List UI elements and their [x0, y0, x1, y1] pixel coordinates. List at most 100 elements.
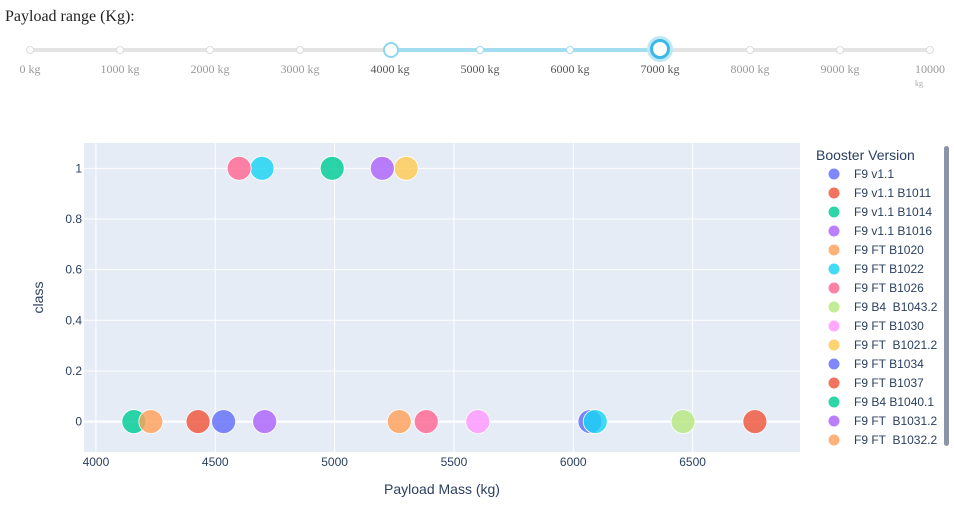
y-tick-label: 0.2 [65, 364, 82, 378]
slider-dot[interactable] [206, 46, 214, 54]
data-point[interactable] [249, 155, 275, 181]
plot-area [84, 143, 800, 452]
scatter-points [121, 155, 768, 435]
legend-item[interactable]: F9 v1.1 B1016 [828, 224, 933, 238]
slider-mark-label[interactable]: 8000 kg [730, 62, 770, 76]
legend-marker [828, 301, 840, 313]
legend-marker [828, 244, 840, 256]
slider-mark-label[interactable]: 7000 kg [640, 62, 680, 76]
x-tick-label: 6500 [679, 455, 706, 469]
data-point[interactable] [742, 409, 768, 435]
slider-dot[interactable] [836, 46, 844, 54]
legend-title: Booster Version [816, 147, 915, 163]
legend-label: F9 B4 B1043.2 [854, 300, 938, 314]
y-tick-label: 0.4 [65, 313, 82, 327]
legend[interactable]: F9 v1.1 F9 v1.1 B1011 F9 v1.1 B1014 F9 v1.1… [828, 167, 938, 447]
data-point[interactable] [670, 409, 696, 435]
legend-label: F9 FT B1030 [854, 319, 924, 333]
legend-item[interactable]: F9 FT B1022 [828, 262, 925, 276]
legend-label: F9 FT B1021.2 [854, 338, 937, 352]
legend-label: F9 FT B1031.2 [854, 414, 937, 428]
legend-marker [828, 415, 840, 427]
payload-range-slider[interactable]: 0 kg 1000 kg 2000 kg 3000 kg 4000 kg 5000 kg 6… [0, 30, 954, 90]
legend-marker [828, 225, 840, 237]
legend-label: F9 FT B1032.2 [854, 433, 937, 447]
x-tick-label: 4500 [202, 455, 229, 469]
legend-label: F9 FT B1037 [854, 376, 924, 390]
y-tick-label: 0.8 [65, 212, 82, 226]
legend-marker [828, 168, 840, 180]
x-tick-label: 5000 [321, 455, 348, 469]
legend-item[interactable]: F9 FT B1037 [828, 376, 925, 390]
x-tick-label: 5500 [441, 455, 468, 469]
legend-label: F9 FT B1026 [854, 281, 924, 295]
slider-handle-low[interactable] [383, 42, 399, 58]
legend-marker [828, 358, 840, 370]
slider-mark-label[interactable]: 3000 kg [280, 62, 320, 76]
data-point[interactable] [211, 409, 237, 435]
legend-item[interactable]: F9 FT B1020 [828, 243, 925, 257]
slider-selected-track [390, 48, 660, 52]
data-point[interactable] [393, 155, 419, 181]
slider-handle-high[interactable] [650, 39, 670, 59]
legend-item[interactable]: F9 B4 B1043.2 [828, 300, 938, 314]
slider-mark-label[interactable]: 9000 kg [820, 62, 860, 76]
legend-item[interactable]: F9 v1.1 B1011 [828, 186, 932, 200]
legend-marker [828, 263, 840, 275]
slider-dot[interactable] [746, 46, 754, 54]
legend-item[interactable]: F9 FT B1032.2 [828, 433, 938, 447]
data-point[interactable] [319, 155, 345, 181]
legend-item[interactable]: F9 B4 B1040.1 [828, 395, 935, 409]
legend-label: F9 v1.1 B1011 [854, 186, 931, 200]
data-point[interactable] [413, 409, 439, 435]
data-point[interactable] [582, 409, 608, 435]
slider-mark-label[interactable]: 6000 kg [550, 62, 590, 76]
y-tick-label: 0.6 [65, 263, 82, 277]
legend-item[interactable]: F9 FT B1026 [828, 281, 925, 295]
slider-mark-label[interactable]: 0 kg [19, 62, 41, 76]
data-point[interactable] [465, 409, 491, 435]
data-point[interactable] [138, 409, 164, 435]
legend-marker [828, 320, 840, 332]
data-point[interactable] [369, 155, 395, 181]
y-tick-label: 1 [75, 161, 82, 175]
slider-mark-label[interactable]: 1000 kg [100, 62, 140, 76]
legend-label: F9 B4 B1040.1 [854, 395, 934, 409]
legend-label: F9 v1.1 B1016 [854, 224, 932, 238]
axis-ticks: 4000 4500 5000 5500 6000 6500 0 0.2 0.4 0.6 0.8 1 [65, 161, 706, 469]
legend-scrollbar[interactable] [944, 146, 949, 446]
legend-item[interactable]: F9 v1.1 B1014 [828, 205, 933, 219]
legend-marker [828, 206, 840, 218]
data-point[interactable] [185, 409, 211, 435]
legend-marker [828, 434, 840, 446]
slider-dot[interactable] [566, 46, 574, 54]
slider-mark-label[interactable]: 4000 kg [370, 62, 410, 76]
y-tick-label: 0 [75, 415, 82, 429]
legend-label: F9 v1.1 B1014 [854, 205, 932, 219]
slider-dot[interactable] [926, 46, 934, 54]
y-axis-title: class [30, 282, 46, 314]
legend-item[interactable]: F9 FT B1021.2 [828, 338, 938, 352]
slider-mark-label[interactable]: 10000 [915, 62, 945, 76]
legend-item[interactable]: F9 FT B1031.2 [828, 414, 938, 428]
legend-marker [828, 339, 840, 351]
legend-label: F9 FT B1020 [854, 243, 924, 257]
slider-mark-label[interactable]: 5000 kg [460, 62, 500, 76]
slider-dot[interactable] [476, 46, 484, 54]
slider-mark-label[interactable]: 2000 kg [190, 62, 230, 76]
legend-label: F9 v1.1 [854, 167, 894, 181]
legend-label: F9 FT B1034 [854, 357, 924, 371]
data-point[interactable] [386, 409, 412, 435]
slider-dot[interactable] [26, 46, 34, 54]
slider-dot[interactable] [116, 46, 124, 54]
data-point[interactable] [226, 155, 252, 181]
slider-mark-overflow: kg [915, 79, 923, 88]
legend-item[interactable]: F9 FT B1034 [828, 357, 925, 371]
legend-item[interactable]: F9 v1.1 [828, 167, 895, 181]
legend-label: F9 FT B1022 [854, 262, 924, 276]
legend-item[interactable]: F9 FT B1030 [828, 319, 925, 333]
legend-marker [828, 282, 840, 294]
slider-dot[interactable] [296, 46, 304, 54]
data-point[interactable] [252, 409, 278, 435]
